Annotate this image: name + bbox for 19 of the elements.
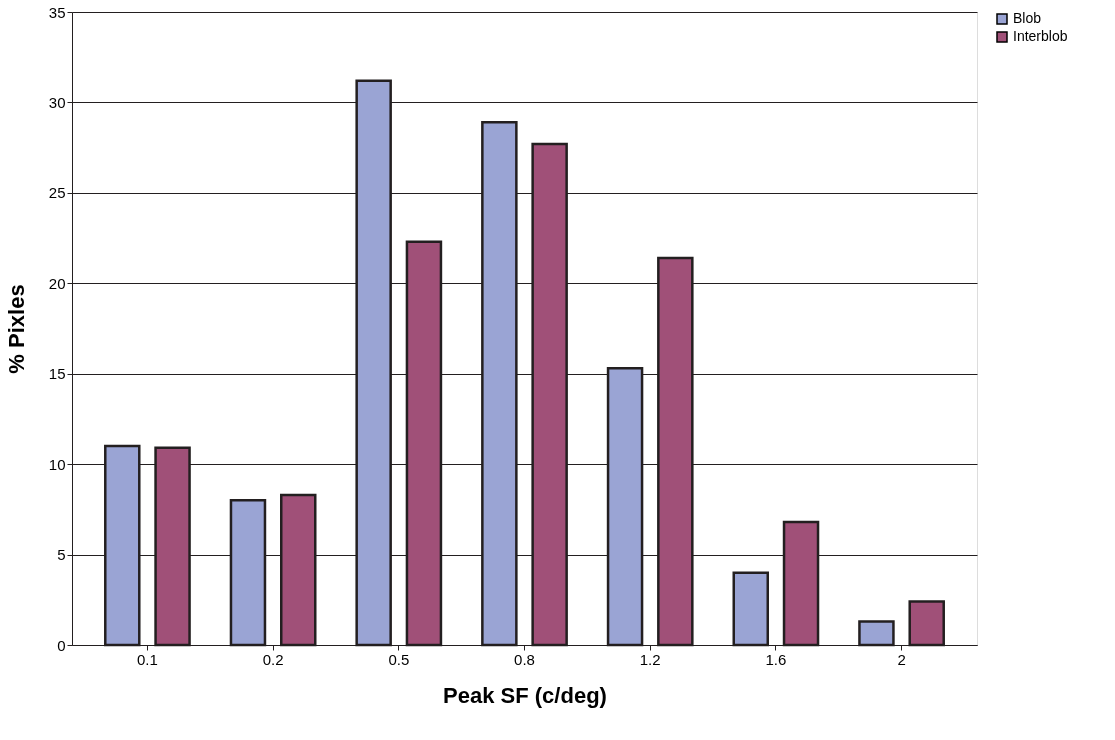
legend-label: Blob xyxy=(1013,10,1042,26)
y-tick-label: 5 xyxy=(57,546,66,564)
y-tick-label: 35 xyxy=(48,3,66,21)
y-axis-title: % Pixles xyxy=(3,284,29,374)
legend-label: Interblob xyxy=(1013,28,1068,44)
x-tick-label: 1.2 xyxy=(639,650,661,668)
x-tick-label: 2 xyxy=(897,650,906,668)
y-tick-label: 30 xyxy=(48,93,66,111)
y-tick-label: 25 xyxy=(48,184,66,202)
y-tick-label: 0 xyxy=(57,636,66,654)
y-tick-label: 20 xyxy=(48,274,66,292)
y-tick-label: 15 xyxy=(48,365,66,383)
x-tick-label: 0.8 xyxy=(514,650,535,668)
x-tick-label: 0.1 xyxy=(136,650,158,668)
x-axis-title: Peak SF (c/deg) xyxy=(443,682,607,708)
x-tick-label: 0.2 xyxy=(262,650,284,668)
x-tick-label: 1.6 xyxy=(765,650,787,668)
x-tick-label: 0.5 xyxy=(388,650,410,668)
y-tick-label: 10 xyxy=(48,455,66,473)
